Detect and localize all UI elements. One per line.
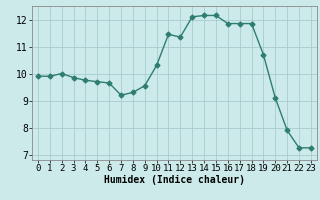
X-axis label: Humidex (Indice chaleur): Humidex (Indice chaleur) [104,175,245,185]
